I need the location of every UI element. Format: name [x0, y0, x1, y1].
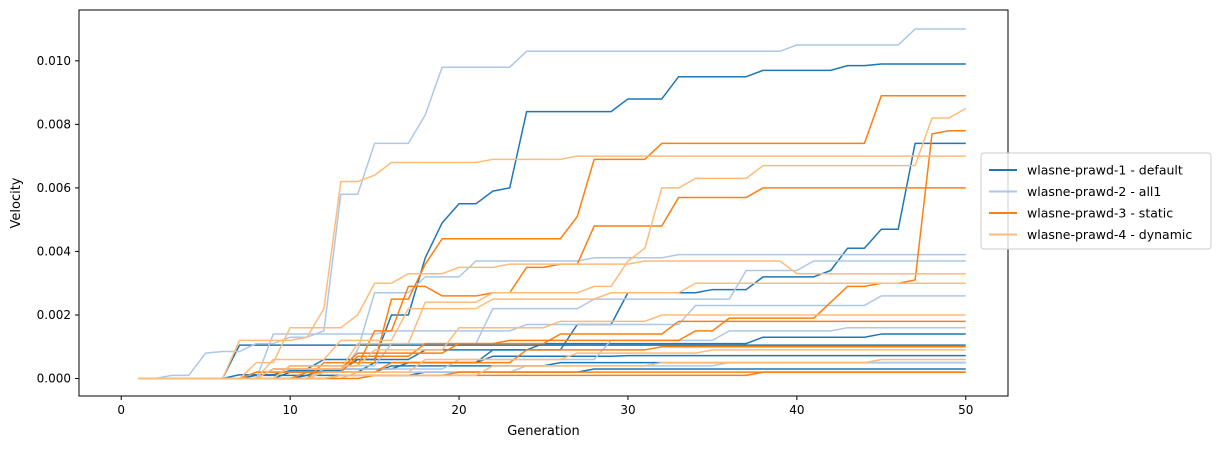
series-line-1	[138, 63, 966, 380]
series-line-5	[138, 354, 966, 380]
legend-label: wlasne-prawd-1 - default	[1027, 163, 1183, 178]
y-axis-label: Velocity	[9, 177, 24, 228]
legend: wlasne-prawd-1 - default wlasne-prawd-2 -…	[980, 152, 1212, 250]
legend-box	[980, 152, 1212, 250]
y-tick-label: 0.010	[37, 54, 71, 68]
plot-frame	[78, 9, 1009, 397]
x-axis-label: Generation	[507, 424, 580, 439]
series-line-6	[138, 368, 966, 380]
series-line-21	[138, 155, 966, 380]
series-line-8	[138, 28, 966, 380]
x-tick-label: 0	[117, 403, 125, 417]
y-tick-label: 0.004	[37, 244, 71, 258]
x-tick-label: 20	[451, 403, 466, 417]
series-line-23	[138, 260, 966, 380]
x-tick-label: 40	[789, 403, 804, 417]
series-line-25	[138, 314, 966, 380]
series-line-22	[138, 107, 967, 380]
x-tick-label: 10	[282, 403, 297, 417]
x-tick-label: 30	[620, 403, 635, 417]
lines-layer	[138, 28, 967, 380]
legend-label: wlasne-prawd-2 - all1	[1027, 184, 1161, 199]
x-tick-label: 50	[958, 403, 973, 417]
series-line-3	[138, 344, 966, 380]
y-axis: 0.000 0.002 0.004 0.006 0.008 0.010	[37, 54, 79, 386]
y-tick-label: 0.002	[37, 308, 71, 322]
series-line-14	[138, 95, 966, 380]
series-line-16	[138, 129, 966, 380]
y-tick-label: 0.006	[37, 181, 71, 195]
y-tick-label: 0.000	[37, 372, 71, 386]
legend-label: wlasne-prawd-3 - static	[1027, 206, 1173, 221]
series-line-24	[138, 282, 966, 380]
legend-label: wlasne-prawd-4 - dynamic	[1027, 227, 1192, 242]
x-axis: 0 10 20 30 40 50	[117, 396, 973, 417]
series-line-27	[138, 358, 966, 380]
y-tick-label: 0.008	[37, 117, 71, 131]
